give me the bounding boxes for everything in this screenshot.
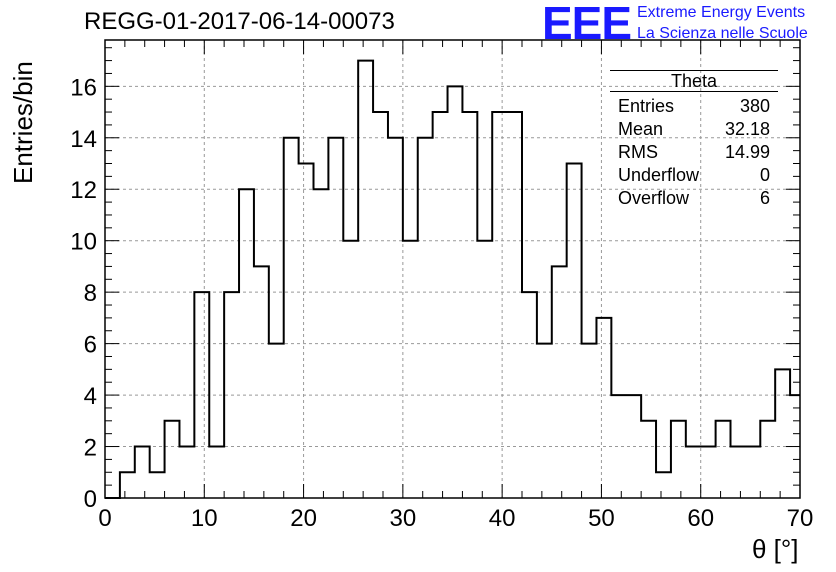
histogram-bin: [179, 447, 194, 498]
histogram-bin: [328, 138, 343, 498]
histogram-bin: [641, 421, 656, 498]
stats-row-overflow: Overflow 6: [610, 187, 778, 210]
stats-label: Underflow: [618, 165, 700, 185]
y-tick-label: 16: [70, 74, 97, 101]
stats-label: Mean: [618, 119, 664, 139]
histogram-bin: [537, 344, 552, 498]
histogram-bin: [716, 421, 731, 498]
histogram-bin: [462, 112, 477, 498]
stats-label: Entries: [618, 96, 675, 116]
x-tick-label: 70: [787, 505, 814, 532]
histogram-bin: [343, 241, 358, 498]
plot-frame: [104, 39, 801, 499]
histogram-bin: [477, 241, 492, 498]
histogram-bin: [775, 369, 790, 498]
stats-value: 32.18: [724, 119, 770, 139]
y-tick-label: 10: [70, 229, 97, 256]
histogram-bin: [269, 344, 284, 498]
histogram-bin: [165, 421, 180, 498]
x-tick-label: 60: [687, 505, 714, 532]
y-tick-label: 8: [84, 280, 97, 307]
y-tick-label: 4: [84, 383, 97, 410]
y-tick-label: 6: [84, 332, 97, 359]
histogram-bin: [686, 447, 701, 498]
x-tick-label: 30: [390, 505, 417, 532]
histogram-bin: [567, 164, 582, 498]
histogram-bin: [701, 447, 716, 498]
histogram-bin: [150, 472, 165, 498]
histogram-bin: [299, 164, 314, 498]
histogram-bin: [120, 472, 135, 498]
stats-value: 6: [759, 188, 770, 208]
histogram-bin: [596, 318, 611, 498]
histogram-bin: [209, 447, 224, 498]
stats-value: 0: [759, 165, 770, 185]
histogram-bin: [135, 447, 150, 498]
histogram-line: [105, 59, 800, 499]
x-tick-label: 10: [191, 505, 218, 532]
histogram-bin: [418, 138, 433, 498]
histogram-bin: [358, 61, 373, 498]
histogram-bin: [433, 112, 448, 498]
logo-subtitle-1: Extreme Energy Events: [637, 4, 806, 21]
histogram-bin: [254, 266, 269, 498]
stats-row-entries: Entries 380: [610, 95, 778, 118]
histogram-bin: [284, 138, 299, 498]
histogram-bin: [582, 344, 597, 498]
x-tick-label: 40: [489, 505, 516, 532]
stats-value: 14.99: [724, 142, 770, 162]
histogram-bin: [731, 447, 746, 498]
chart-title: REGG-01-2017-06-14-00073: [84, 8, 395, 35]
stats-row-mean: Mean 32.18: [610, 118, 778, 141]
histogram-bin: [522, 292, 537, 498]
histogram-bin: [507, 112, 522, 498]
histogram-bin: [760, 421, 775, 498]
stats-label: Overflow: [618, 188, 690, 208]
logo-subtitle-2: La Scienza nelle Scuole: [637, 25, 808, 42]
histogram-bin: [373, 112, 388, 498]
stats-box: Theta Entries 380 Mean 32.18 RMS 14.99 U…: [610, 70, 778, 210]
histogram-bin: [611, 395, 626, 498]
eee-logo: EEE: [542, 0, 632, 49]
y-axis-label: Entries/bin: [8, 61, 38, 184]
x-tick-label: 20: [290, 505, 317, 532]
histogram-bin: [388, 138, 403, 498]
y-tick-label: 14: [70, 126, 97, 153]
histogram-bin: [671, 421, 686, 498]
histogram-bin: [656, 472, 671, 498]
histogram-bin: [745, 447, 760, 498]
y-tick-label: 0: [84, 486, 97, 513]
stats-label: RMS: [618, 142, 658, 162]
histogram-bin: [492, 112, 507, 498]
histogram-bin: [552, 266, 567, 498]
stats-value: 380: [739, 96, 770, 116]
y-tick-label: 2: [84, 435, 97, 462]
x-tick-label: 50: [588, 505, 615, 532]
y-tick-label: 12: [70, 177, 97, 204]
histogram-bin: [403, 241, 418, 498]
stats-row-underflow: Underflow 0: [610, 164, 778, 187]
stats-title: Theta: [610, 70, 778, 92]
stats-row-rms: RMS 14.99: [610, 141, 778, 164]
x-tick-label: 0: [98, 505, 111, 532]
x-axis-label: θ [°]: [752, 534, 799, 564]
